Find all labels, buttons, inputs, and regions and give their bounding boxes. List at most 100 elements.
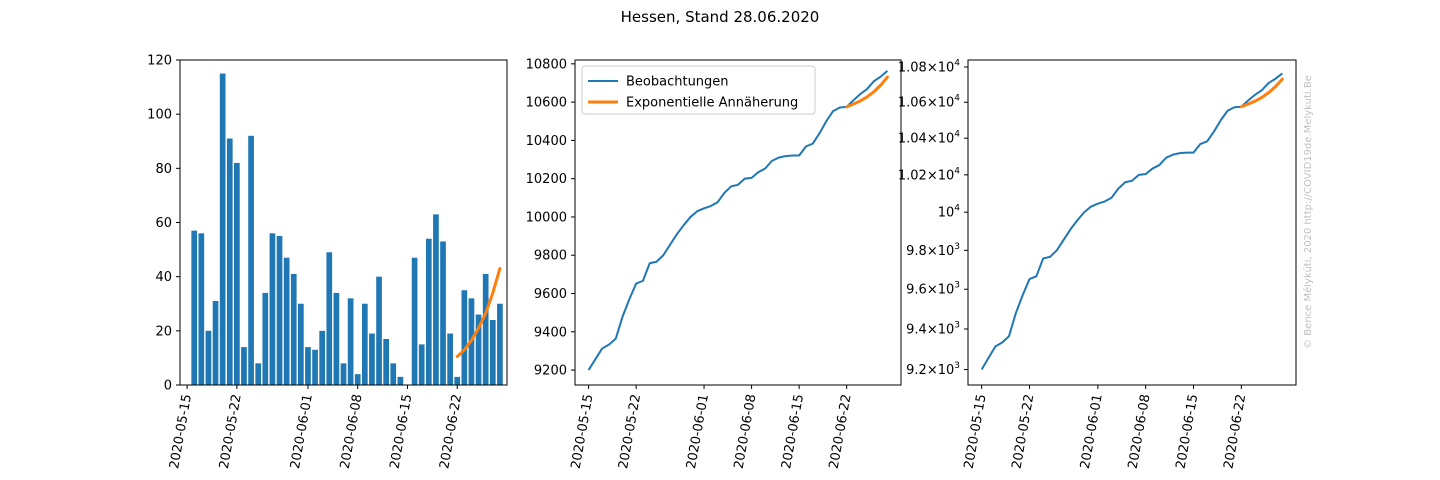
x-tick-label: 2020-06-22	[1221, 393, 1249, 470]
y-tick-label: 1.02×104	[898, 166, 960, 183]
bar	[298, 303, 304, 385]
y-tick-exponent: 3	[954, 361, 960, 371]
bar	[475, 314, 482, 385]
y-tick-label: 10200	[526, 172, 567, 187]
y-tick-mantissa: 9.6×	[906, 283, 938, 298]
bar	[248, 135, 254, 385]
bar	[383, 338, 389, 385]
x-tick-label: 2020-05-22	[616, 393, 644, 470]
y-tick-label: 9.4×103	[906, 320, 960, 337]
y-tick-mantissa: 9.8×	[906, 244, 938, 259]
plot-frame	[574, 59, 902, 386]
x-tick-label: 2020-06-08	[338, 393, 366, 470]
bar	[205, 330, 212, 385]
bar	[290, 273, 297, 385]
y-tick-label: 9400	[534, 325, 567, 340]
bar	[241, 347, 247, 385]
observations-line	[587, 70, 889, 371]
bar	[411, 257, 418, 385]
y-tick-mantissa: 1.06×	[898, 96, 938, 111]
bar	[226, 138, 233, 385]
y-tick-label: 40	[155, 270, 172, 285]
bar	[234, 162, 240, 385]
bar	[390, 363, 397, 385]
x-tick-label: 2020-06-22	[827, 393, 855, 470]
legend	[581, 65, 816, 115]
bar	[326, 252, 333, 385]
y-tick-label: 0	[164, 379, 172, 394]
bar	[347, 298, 354, 385]
bar	[319, 330, 326, 385]
y-tick-label: 80	[155, 162, 172, 177]
y-tick-exponent: 4	[954, 94, 960, 104]
x-tick-label: 2020-06-01	[288, 393, 316, 470]
x-tick-label: 2020-06-01	[1078, 393, 1106, 470]
observations-line	[980, 72, 1283, 371]
bar	[191, 230, 198, 386]
bar	[312, 349, 318, 385]
bar	[333, 292, 340, 385]
bar	[397, 376, 404, 386]
y-tick-label: 60	[155, 216, 172, 231]
y-tick-label: 1.04×104	[898, 130, 960, 147]
y-tick-label: 10400	[526, 134, 567, 149]
y-tick-mantissa: 1.02×	[898, 168, 938, 183]
y-tick-label: 10600	[526, 96, 567, 111]
bar	[482, 273, 489, 385]
x-tick-label: 2020-06-15	[1174, 393, 1202, 470]
x-tick-label: 2020-06-08	[1126, 393, 1154, 470]
bar	[262, 292, 269, 385]
bar	[454, 376, 461, 386]
bar	[497, 303, 503, 385]
bar	[219, 73, 226, 385]
y-tick-label: 9.8×103	[906, 242, 960, 259]
bar	[376, 276, 382, 385]
y-tick-label: 9600	[534, 287, 567, 302]
bar-chart-panel: 2020-05-15 2020-05-22 2020-06-01 2020-06-08…	[147, 54, 508, 470]
bar	[418, 344, 425, 386]
y-tick-exponent: 4	[954, 166, 960, 176]
y-tick-exponent: 3	[954, 242, 960, 252]
x-tick-label: 2020-05-15	[569, 393, 597, 470]
x-tick-label: 2020-05-22	[217, 393, 245, 470]
watermark: © Bence Mélykúti, 2020 http://COVID19de.…	[1302, 75, 1314, 349]
x-tick-label: 2020-05-15	[167, 393, 195, 470]
bar	[283, 257, 290, 385]
bar	[354, 374, 361, 385]
x-tick-label: 2020-06-15	[779, 393, 807, 470]
y-tick-exponent: 4	[954, 130, 960, 140]
y-tick-label: 9.6×103	[906, 281, 960, 298]
y-tick-mantissa: 1.08×	[898, 60, 938, 75]
y-tick-label: 9800	[534, 249, 567, 264]
bar	[461, 290, 468, 385]
figure-title: Hessen, Stand 28.06.2020	[621, 8, 820, 26]
y-tick-exponent: 4	[954, 58, 960, 68]
y-tick-label: 120	[147, 54, 172, 69]
x-tick-label: 2020-06-01	[684, 393, 712, 470]
x-tick-label: 2020-05-15	[962, 393, 990, 470]
fit-line	[845, 75, 889, 109]
bar	[340, 363, 347, 385]
bar	[276, 236, 283, 385]
x-tick-label: 2020-06-08	[732, 393, 760, 470]
x-tick-label: 2020-06-22	[437, 393, 465, 470]
y-tick-label: 9.2×103	[906, 361, 960, 378]
bar	[212, 301, 219, 385]
bar	[440, 241, 446, 385]
log-line-chart-panel: 2020-05-15 2020-05-22 2020-06-01 2020-06-08…	[898, 58, 1297, 470]
bar	[433, 214, 439, 386]
x-tick-label: 2020-06-15	[388, 393, 416, 470]
y-tick-label: 9200	[534, 364, 567, 379]
fit-line	[1239, 77, 1284, 109]
bar	[198, 233, 205, 385]
plot-frame	[967, 59, 1297, 386]
linear-line-chart-panel: 2020-05-15 2020-05-22 2020-06-01 2020-06-08…	[526, 57, 902, 470]
bar	[269, 233, 276, 385]
y-tick-mantissa: 1.04×	[898, 132, 938, 147]
y-tick-label: 20	[155, 324, 172, 339]
y-tick-exponent: 4	[954, 204, 960, 214]
fit-line	[455, 267, 502, 359]
bar	[489, 320, 496, 385]
y-tick-label: 10000	[526, 210, 567, 225]
